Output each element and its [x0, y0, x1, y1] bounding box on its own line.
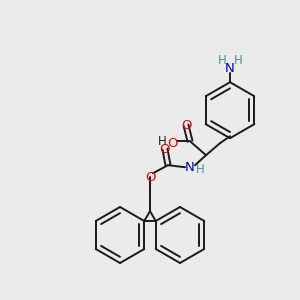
Text: O: O	[167, 137, 177, 150]
Text: N: N	[185, 161, 195, 174]
Text: O: O	[160, 143, 170, 156]
Text: O: O	[145, 171, 155, 184]
Text: H: H	[196, 163, 204, 176]
Text: O: O	[181, 119, 191, 132]
Text: H: H	[234, 54, 242, 67]
Text: N: N	[225, 62, 235, 75]
Text: H: H	[218, 54, 226, 67]
Text: H: H	[158, 135, 166, 148]
